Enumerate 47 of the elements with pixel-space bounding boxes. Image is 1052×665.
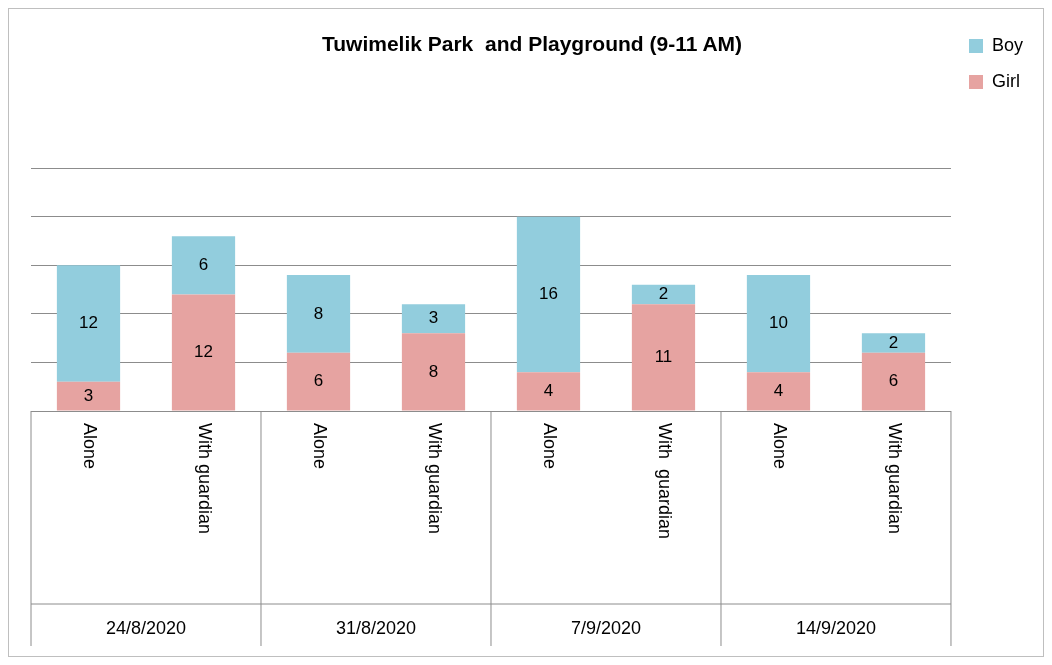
- legend-label: Girl: [991, 70, 1020, 91]
- bar: [861, 352, 926, 411]
- x-tick-label: With guardian: [424, 423, 445, 535]
- data-label: 8: [428, 361, 439, 381]
- data-label: 6: [198, 255, 209, 275]
- x-tick-label: Alone: [309, 423, 330, 470]
- x-tick-label: Alone: [539, 423, 560, 470]
- bar: [401, 333, 466, 411]
- bar: [171, 294, 236, 411]
- bar: [286, 352, 351, 411]
- bar: [516, 216, 581, 373]
- legend-label: Boy: [991, 34, 1024, 55]
- data-label: 3: [83, 385, 94, 405]
- data-label: 4: [543, 381, 554, 401]
- bar: [56, 265, 121, 382]
- bar: [401, 304, 466, 334]
- data-label: 6: [313, 371, 324, 391]
- data-label: 6: [888, 371, 899, 391]
- bar: [861, 333, 926, 353]
- text: 7/9/2020: [570, 617, 642, 638]
- data-label: 4: [773, 381, 784, 401]
- chart-title: Tuwimelik Park and Playground (9-11 AM): [321, 32, 743, 56]
- x-tick-label: Alone: [769, 423, 790, 470]
- bar: [171, 236, 236, 295]
- bar: [516, 372, 581, 411]
- data-label: 12: [79, 313, 98, 333]
- bar: [286, 275, 351, 353]
- x-tick-label: With guardian: [194, 423, 215, 535]
- data-label: 2: [888, 332, 899, 352]
- bar: [631, 284, 696, 305]
- text: 31/8/2020: [335, 617, 417, 638]
- bar: [746, 275, 811, 373]
- x-tick-label: With guardian: [654, 423, 675, 540]
- data-label: 16: [539, 284, 558, 304]
- bar: [746, 372, 811, 411]
- x-tick-label: With guardian: [884, 423, 905, 535]
- x-tick-label: Alone: [79, 423, 100, 470]
- data-label: 11: [654, 347, 673, 367]
- bar: [56, 381, 121, 411]
- data-label: 8: [313, 303, 324, 323]
- data-label: 10: [769, 313, 788, 333]
- data-label: 3: [428, 308, 439, 328]
- text: 14/9/2020: [795, 617, 877, 638]
- data-label: 2: [658, 284, 669, 304]
- text: 24/8/2020: [105, 617, 187, 638]
- bar: [631, 304, 696, 411]
- data-label: 12: [194, 342, 213, 362]
